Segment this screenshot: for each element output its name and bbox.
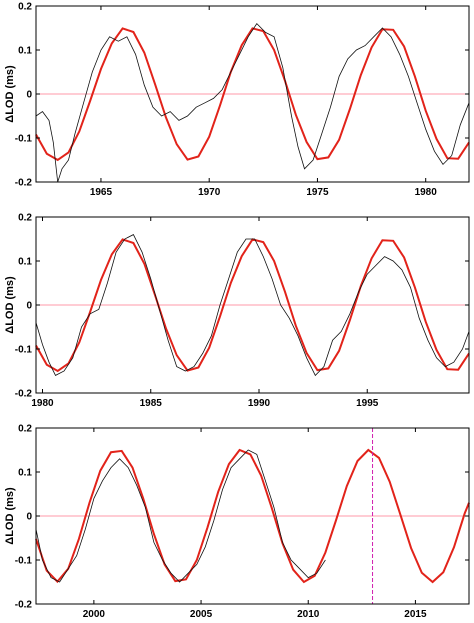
x-tick-label: 1965 bbox=[90, 187, 113, 198]
y-axis-label: ΔLOD (ms) bbox=[4, 65, 16, 123]
x-tick-label: 2000 bbox=[83, 609, 106, 620]
y-tick-label: -0.1 bbox=[15, 134, 33, 145]
x-tick-label: 1970 bbox=[198, 187, 221, 198]
y-tick-label: 0.2 bbox=[18, 213, 32, 224]
x-tick-label: 1975 bbox=[306, 187, 329, 198]
y-tick-label: -0.2 bbox=[15, 600, 33, 611]
chart-panel-2: -0.2 -0.1 0 0.1 0.2 1980 1985 1990 1995 ΔLOD (ms) bbox=[4, 213, 470, 409]
y-tick-label: 0.1 bbox=[18, 257, 32, 268]
observed-lod-line bbox=[35, 234, 470, 377]
x-tick-label: 1985 bbox=[140, 398, 163, 409]
y-tick-label: 0.1 bbox=[18, 468, 32, 479]
x-tick-label: 2015 bbox=[404, 609, 427, 620]
y-tick-label: 0.2 bbox=[18, 2, 32, 13]
x-tick-label: 1990 bbox=[248, 398, 271, 409]
x-tick-label: 1980 bbox=[31, 398, 54, 409]
y-tick-label: 0 bbox=[26, 512, 32, 523]
observed-lod-line bbox=[35, 449, 326, 583]
chart-panel-1: -0.2 -0.1 0 0.1 0.2 1965 1970 1975 1980 ΔLOD (ms) bbox=[4, 2, 470, 198]
observed-lod-line bbox=[35, 22, 470, 183]
y-tick-label: 0 bbox=[26, 90, 32, 101]
y-axis-label: ΔLOD (ms) bbox=[4, 487, 16, 545]
x-tick-label: 1995 bbox=[356, 398, 379, 409]
y-axis-label: ΔLOD (ms) bbox=[4, 276, 16, 334]
chart-panel-3: -0.2 -0.1 0 0.1 0.2 2000 2005 2010 2015 ΔLOD (ms) bbox=[4, 424, 470, 620]
y-tick-label: 0.1 bbox=[18, 46, 32, 57]
x-tick-label: 1980 bbox=[415, 187, 438, 198]
y-tick-label: 0.2 bbox=[18, 424, 32, 435]
y-tick-label: 0 bbox=[26, 301, 32, 312]
x-tick-label: 2010 bbox=[297, 609, 320, 620]
model-sinusoid-line bbox=[35, 27, 470, 162]
model-sinusoid-line bbox=[35, 448, 470, 584]
x-tick-label: 2005 bbox=[190, 609, 213, 620]
y-tick-label: -0.1 bbox=[15, 345, 33, 356]
y-tick-label: -0.1 bbox=[15, 556, 33, 567]
y-tick-label: -0.2 bbox=[15, 389, 33, 400]
y-tick-label: -0.2 bbox=[15, 178, 33, 189]
